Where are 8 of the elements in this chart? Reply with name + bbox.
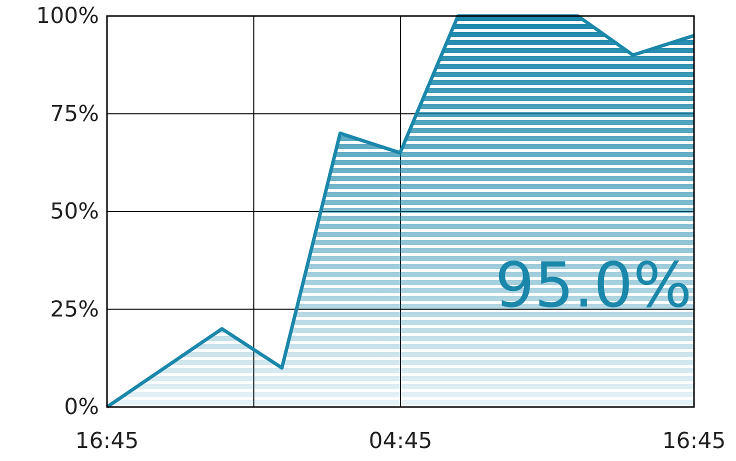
y-tick-label: 50% [50,200,99,225]
x-tick-label: 04:45 [368,428,432,454]
y-tick-label: 75% [50,102,99,127]
x-tick-label: 16:45 [662,428,726,454]
y-tick-label: 0% [64,395,99,420]
x-tick-label: 16:45 [75,428,139,454]
y-tick-label: 100% [36,4,99,30]
y-tick-label: 25% [50,297,99,322]
